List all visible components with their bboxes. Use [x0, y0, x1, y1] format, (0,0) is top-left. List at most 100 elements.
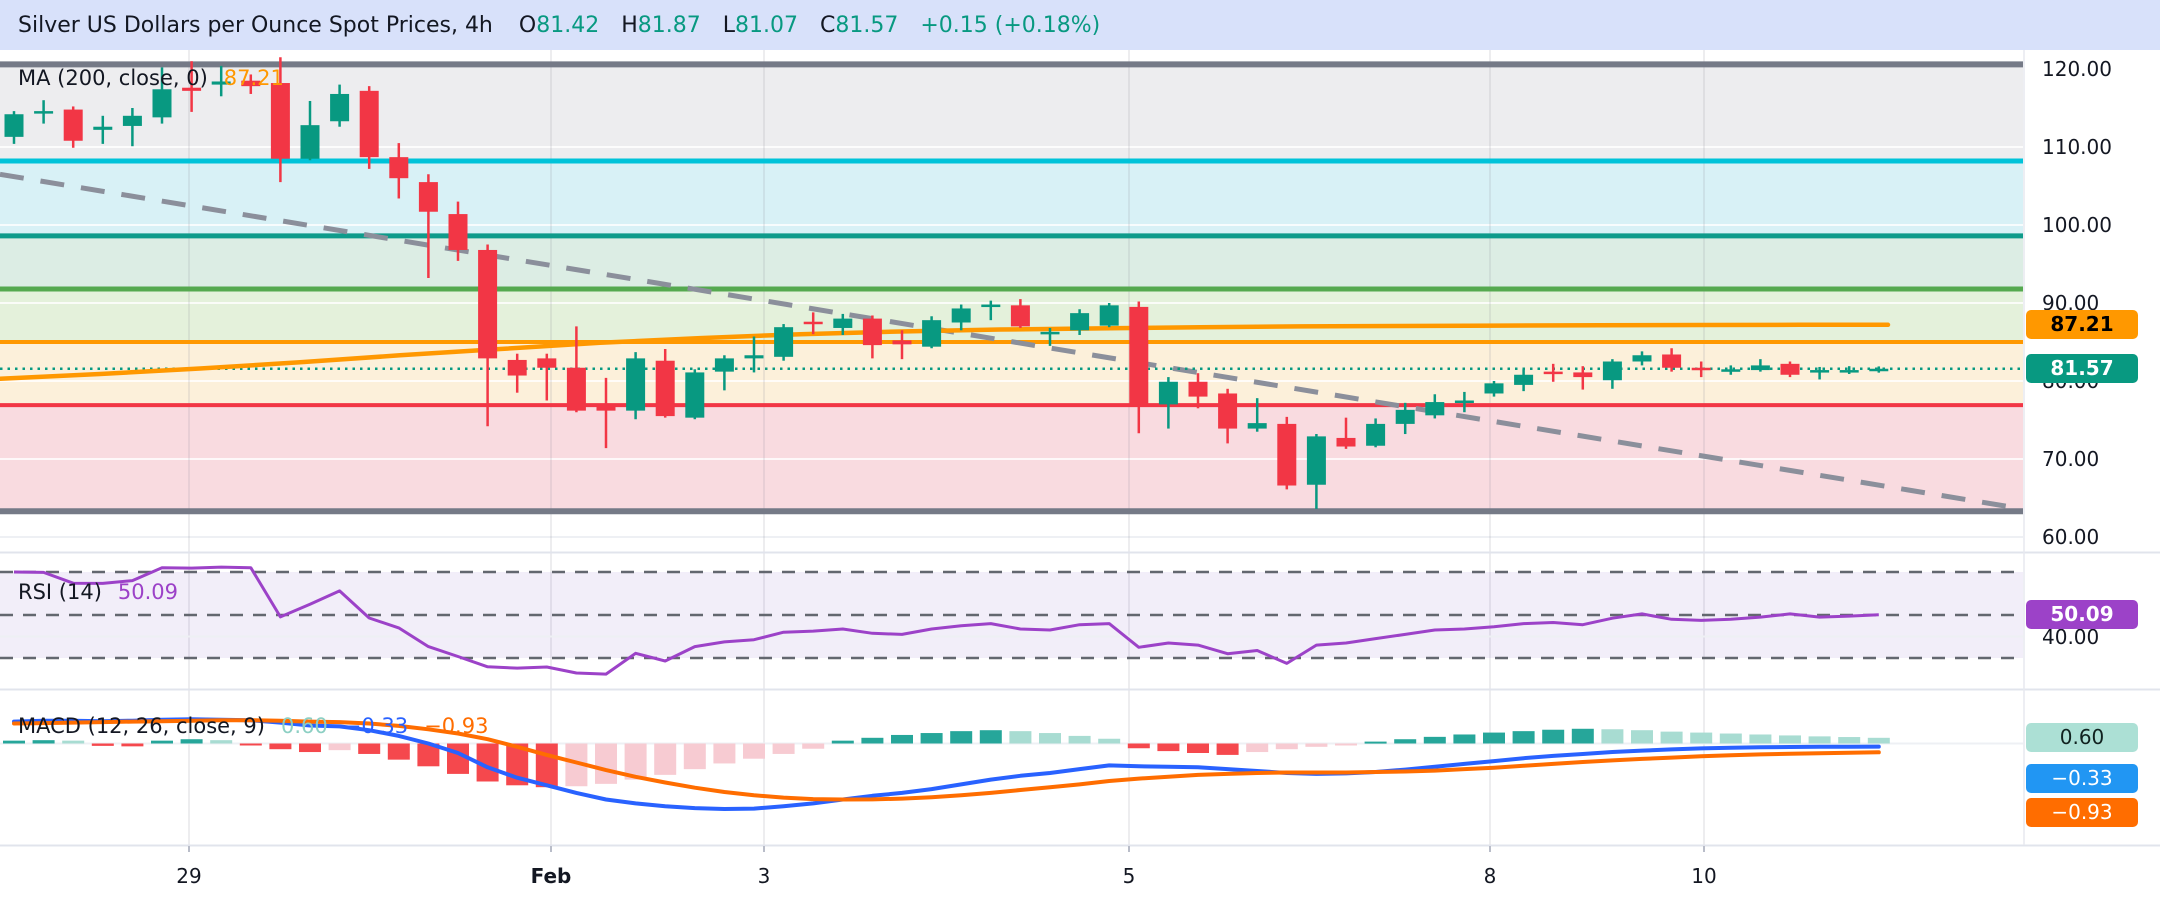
candle-body — [1366, 423, 1386, 446]
candle-body — [774, 327, 794, 357]
macd-histogram-bar — [269, 743, 292, 750]
candle-body — [714, 358, 734, 372]
macd-histogram-bar — [683, 743, 706, 770]
macd-histogram-bar — [565, 743, 588, 787]
candle-body — [448, 214, 468, 250]
macd-histogram-bar — [950, 731, 973, 744]
open-value: 81.42 — [536, 12, 600, 38]
candle-body — [270, 83, 290, 159]
candle-body — [1218, 393, 1238, 429]
rsi-legend-value: 50.09 — [117, 580, 179, 604]
macd-histogram-bar — [328, 743, 351, 751]
macd-histogram-bar — [121, 743, 144, 747]
macd-histogram-bar — [743, 743, 765, 759]
high-label: H — [621, 12, 638, 38]
macd-histogram-bar — [1571, 728, 1594, 744]
ma-legend-label: MA (200, close, 0) — [18, 66, 208, 90]
candle-body — [1543, 371, 1563, 375]
candle-body — [951, 308, 971, 323]
macd-histogram-bar — [239, 743, 262, 746]
candle-body — [1839, 370, 1859, 373]
price-tick-label: 110.00 — [2042, 135, 2112, 159]
macd-histogram-bar — [62, 740, 85, 744]
candle-body — [63, 109, 83, 141]
macd-line-value: −0.33 — [343, 714, 409, 738]
macd-histogram-bar — [210, 740, 233, 744]
macd-histogram-bar — [1690, 732, 1713, 744]
macd-histogram-bar — [654, 743, 677, 775]
candle-body — [1247, 423, 1267, 429]
candle-body — [862, 318, 882, 346]
macd-legend-label: MACD (12, 26, close, 9) — [18, 714, 265, 738]
macd-histogram-bar — [920, 733, 943, 744]
low-value: 81.07 — [735, 12, 798, 38]
macd-histogram-bar — [979, 730, 1002, 744]
rsi-value-badge: 50.09 — [2026, 600, 2138, 630]
candle-body — [330, 93, 350, 122]
macd-line — [12, 717, 1881, 811]
open-label: O — [518, 12, 537, 38]
time-tick-label: 8 — [1483, 864, 1497, 888]
macd-histogram-bar — [535, 743, 558, 788]
candle-body — [211, 81, 231, 85]
rsi-line — [13, 565, 1879, 676]
macd-histogram-bar — [802, 743, 825, 749]
price-tick-label: 100.00 — [2042, 213, 2112, 237]
price-tick-label: 120.00 — [2042, 57, 2112, 81]
candle-body — [981, 304, 1001, 308]
macd-histogram-bar — [387, 743, 410, 760]
candle-body — [507, 359, 527, 376]
candle-body — [478, 249, 498, 359]
candle-body — [566, 367, 586, 411]
candle-body — [744, 355, 764, 359]
macd-histogram-bar — [1039, 733, 1061, 744]
close-label: C — [819, 12, 836, 38]
rsi-legend[interactable]: RSI (14) 50.09 — [18, 580, 178, 604]
change-value: +0.15 (+0.18%) — [920, 12, 1101, 38]
candle-body — [685, 372, 705, 418]
close-value: 81.57 — [835, 12, 899, 38]
macd-hist-badge: 0.60 — [2026, 723, 2138, 753]
ma-value-badge: 87.21 — [2026, 310, 2138, 340]
macd-histogram-bar — [1601, 729, 1624, 744]
candle-body — [182, 87, 202, 91]
price-tick-label: 70.00 — [2042, 447, 2100, 471]
candle-body — [241, 80, 261, 87]
macd-histogram-bar — [1483, 732, 1505, 744]
price-band-fill — [0, 342, 2023, 406]
macd-legend[interactable]: MACD (12, 26, close, 9) 0.60 −0.33 −0.93 — [18, 714, 488, 738]
time-tick-label: 5 — [1122, 864, 1136, 888]
candle-body — [1869, 368, 1889, 372]
trendline-dashed — [0, 171, 2019, 511]
macd-histogram-bar — [1009, 731, 1032, 744]
macd-histogram-bar — [1719, 733, 1742, 744]
macd-histogram-bar — [624, 743, 647, 780]
macd-histogram-bar — [1749, 734, 1772, 744]
candle-body — [1129, 306, 1149, 405]
symbol-title-bar[interactable]: Silver US Dollars per Ounce Spot Prices,… — [0, 0, 2160, 50]
time-tick-label: 29 — [176, 864, 202, 888]
candle-body — [1691, 367, 1711, 371]
ma-legend[interactable]: MA (200, close, 0) 87.21 — [18, 66, 284, 90]
macd-histogram-bar — [713, 743, 736, 764]
candle-body — [596, 405, 616, 411]
macd-histogram-bar — [861, 737, 884, 744]
symbol-title[interactable]: Silver US Dollars per Ounce Spot Prices,… — [18, 12, 493, 38]
price-band-fill — [0, 235, 2023, 289]
macd-histogram-bar — [1779, 735, 1801, 744]
macd-histogram-bar — [1394, 739, 1417, 744]
macd-histogram-bar — [476, 743, 499, 782]
candle-body — [1810, 370, 1830, 373]
macd-histogram-bar — [1631, 730, 1653, 744]
high-value: 81.87 — [637, 12, 701, 38]
candle-body — [1780, 363, 1800, 375]
candle-body — [1306, 436, 1326, 485]
macd-histogram-bar — [1216, 743, 1239, 755]
candle-body — [389, 157, 409, 179]
macd-histogram-bar — [1305, 743, 1328, 747]
macd-histogram-bar — [1364, 741, 1387, 744]
time-tick-label: 10 — [1691, 864, 1717, 888]
candle-body — [1277, 423, 1297, 486]
ma-legend-value: 87.21 — [223, 66, 284, 90]
